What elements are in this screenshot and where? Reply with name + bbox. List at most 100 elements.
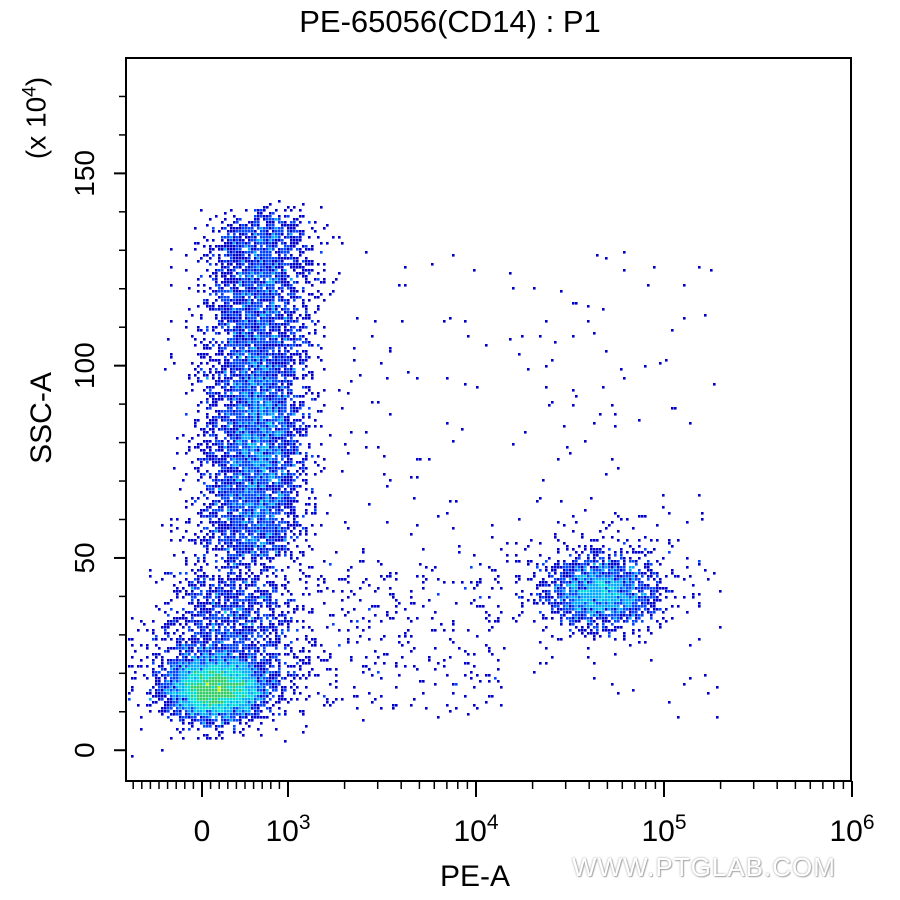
- event-dot: [266, 272, 269, 275]
- event-dot: [266, 236, 269, 239]
- event-dot: [278, 476, 281, 479]
- event-dot: [209, 287, 212, 290]
- event-dot: [602, 623, 605, 626]
- event-dot: [248, 551, 251, 554]
- event-dot: [251, 668, 254, 671]
- event-dot: [335, 680, 338, 683]
- event-dot: [170, 704, 173, 707]
- event-dot: [272, 410, 275, 413]
- event-dot: [323, 227, 326, 230]
- event-dot: [224, 245, 227, 248]
- event-dot: [428, 659, 431, 662]
- event-dot: [266, 398, 269, 401]
- event-dot: [269, 665, 272, 668]
- event-dot: [362, 617, 365, 620]
- event-dot: [266, 452, 269, 455]
- event-dot: [284, 479, 287, 482]
- event-dot: [233, 254, 236, 257]
- event-dot: [257, 404, 260, 407]
- event-dot: [638, 584, 641, 587]
- event-dot: [260, 356, 263, 359]
- event-dot: [413, 497, 416, 500]
- event-dot: [269, 293, 272, 296]
- event-dot: [236, 413, 239, 416]
- event-dot: [203, 578, 206, 581]
- event-dot: [266, 581, 269, 584]
- event-dot: [296, 461, 299, 464]
- event-dot: [203, 581, 206, 584]
- event-dot: [539, 581, 542, 584]
- event-dot: [206, 575, 209, 578]
- event-dot: [542, 584, 545, 587]
- event-dot: [272, 497, 275, 500]
- event-dot: [299, 335, 302, 338]
- event-dot: [263, 260, 266, 263]
- event-dot: [134, 671, 137, 674]
- event-dot: [257, 305, 260, 308]
- event-dot: [194, 227, 197, 230]
- event-dot: [269, 353, 272, 356]
- event-dot: [305, 386, 308, 389]
- event-dot: [251, 593, 254, 596]
- event-dot: [233, 275, 236, 278]
- event-dot: [326, 512, 329, 515]
- event-dot: [551, 575, 554, 578]
- event-dot: [275, 209, 278, 212]
- event-dot: [278, 659, 281, 662]
- event-dot: [224, 356, 227, 359]
- event-dot: [170, 677, 173, 680]
- event-dot: [539, 596, 542, 599]
- event-dot: [647, 626, 650, 629]
- event-dot: [266, 458, 269, 461]
- event-dot: [188, 602, 191, 605]
- event-dot: [287, 338, 290, 341]
- event-dot: [242, 548, 245, 551]
- event-dot: [224, 530, 227, 533]
- event-dot: [257, 689, 260, 692]
- event-dot: [230, 587, 233, 590]
- event-dot: [269, 671, 272, 674]
- event-dot: [260, 293, 263, 296]
- event-dot: [218, 521, 221, 524]
- event-dot: [272, 491, 275, 494]
- event-dot: [203, 527, 206, 530]
- event-dot: [230, 275, 233, 278]
- event-dot: [260, 464, 263, 467]
- event-dot: [284, 506, 287, 509]
- event-dot: [281, 278, 284, 281]
- event-dot: [284, 359, 287, 362]
- event-dot: [626, 620, 629, 623]
- event-dot: [182, 587, 185, 590]
- event-dot: [233, 287, 236, 290]
- event-dot: [236, 713, 239, 716]
- event-dot: [266, 305, 269, 308]
- event-dot: [305, 431, 308, 434]
- event-dot: [659, 362, 662, 365]
- event-dot: [239, 575, 242, 578]
- event-dot: [269, 470, 272, 473]
- event-dot: [539, 335, 542, 338]
- event-dot: [221, 737, 224, 740]
- event-dot: [260, 479, 263, 482]
- event-dot: [635, 602, 638, 605]
- event-dot: [275, 587, 278, 590]
- event-dot: [224, 419, 227, 422]
- event-dot: [302, 317, 305, 320]
- event-dot: [269, 614, 272, 617]
- event-dot: [671, 545, 674, 548]
- event-dot: [278, 317, 281, 320]
- event-dot: [269, 500, 272, 503]
- event-dot: [230, 368, 233, 371]
- event-dot: [197, 353, 200, 356]
- event-dot: [263, 671, 266, 674]
- event-dot: [245, 485, 248, 488]
- event-dot: [245, 374, 248, 377]
- event-dot: [266, 410, 269, 413]
- event-dot: [179, 710, 182, 713]
- event-dot: [209, 218, 212, 221]
- event-dot: [287, 248, 290, 251]
- event-dot: [260, 695, 263, 698]
- event-dot: [593, 662, 596, 665]
- event-dot: [281, 629, 284, 632]
- event-dot: [254, 269, 257, 272]
